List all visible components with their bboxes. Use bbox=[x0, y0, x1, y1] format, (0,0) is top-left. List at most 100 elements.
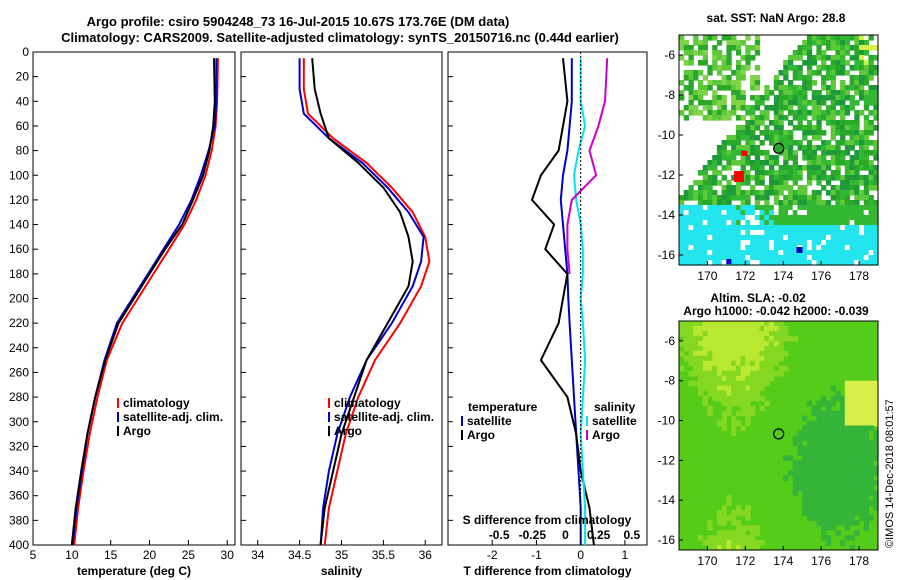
sla-cell bbox=[759, 360, 765, 367]
sst-cell bbox=[859, 210, 865, 216]
sla-cell bbox=[873, 380, 879, 387]
sst-cell bbox=[735, 205, 742, 211]
sst-cell bbox=[792, 90, 798, 96]
sst-cell bbox=[811, 155, 817, 161]
sla-cell bbox=[849, 505, 855, 511]
sst-hot-cell bbox=[733, 171, 744, 182]
sla-cell bbox=[726, 365, 732, 372]
sst-cell bbox=[788, 155, 794, 161]
sst-cell bbox=[764, 195, 770, 201]
sla-cell bbox=[854, 410, 860, 417]
sst-cell bbox=[835, 125, 841, 131]
sst-cell bbox=[783, 225, 789, 231]
sla-cell bbox=[716, 321, 723, 327]
sla-cell bbox=[754, 530, 761, 536]
sla-ytick-label: -10 bbox=[658, 414, 676, 428]
sla-cell bbox=[806, 505, 813, 511]
sst-cell bbox=[773, 115, 780, 121]
sst-cell bbox=[698, 220, 704, 226]
sst-cell bbox=[778, 220, 784, 226]
sla-cell bbox=[721, 380, 727, 387]
sla-cell bbox=[731, 321, 737, 327]
sla-cell bbox=[835, 455, 841, 461]
sla-cell bbox=[712, 370, 718, 377]
sst-cell bbox=[679, 245, 685, 251]
sst-cell bbox=[773, 205, 780, 211]
sla-cell bbox=[825, 485, 832, 491]
sst-cell bbox=[806, 75, 813, 81]
sst-cell bbox=[712, 180, 718, 186]
sla-cell bbox=[683, 345, 689, 352]
sla-cell bbox=[778, 331, 784, 337]
sla-cell bbox=[731, 520, 737, 526]
sst-cell bbox=[731, 160, 737, 166]
sst-cell bbox=[750, 75, 756, 81]
sst-cell bbox=[716, 230, 723, 236]
sla-cell bbox=[840, 465, 846, 471]
sst-cell bbox=[863, 40, 870, 46]
sla-cell bbox=[731, 535, 737, 541]
sst-cell bbox=[759, 150, 765, 156]
sst-cell bbox=[802, 220, 808, 226]
sst-cell bbox=[788, 240, 794, 246]
sst-cell bbox=[844, 145, 851, 151]
sst-cell bbox=[863, 130, 870, 136]
sst-cell bbox=[726, 35, 732, 41]
sst-cell bbox=[849, 205, 855, 211]
sst-cell bbox=[750, 250, 756, 256]
sst-cell bbox=[844, 130, 851, 136]
sst-cell bbox=[745, 160, 751, 166]
sst-cell bbox=[854, 260, 860, 266]
sst-cell bbox=[716, 205, 723, 211]
sst-cell bbox=[721, 150, 727, 156]
sst-cell bbox=[745, 260, 751, 266]
sla-cell bbox=[863, 525, 870, 531]
sla-cell bbox=[721, 420, 727, 427]
sla-cell bbox=[745, 326, 751, 332]
sst-cell bbox=[773, 240, 780, 246]
sst-cell bbox=[821, 95, 827, 101]
sst-cell bbox=[802, 190, 808, 196]
sla-cell bbox=[726, 390, 732, 397]
sst-cell bbox=[769, 140, 775, 146]
sst-cell bbox=[840, 95, 846, 101]
sst-cell bbox=[702, 165, 708, 171]
sst-cell bbox=[698, 40, 704, 46]
sst-cell bbox=[783, 115, 789, 121]
sst-cell bbox=[830, 55, 836, 61]
sst-cell bbox=[679, 95, 685, 101]
sla-cell bbox=[702, 355, 708, 362]
sla-cell bbox=[859, 455, 865, 461]
sst-cell bbox=[702, 50, 708, 56]
sst-cell bbox=[840, 175, 846, 181]
sst-cell bbox=[868, 205, 874, 211]
sst-cell bbox=[868, 100, 874, 106]
sla-cell bbox=[759, 405, 765, 412]
sst-cell bbox=[811, 55, 817, 61]
sst-cell bbox=[830, 130, 836, 136]
sst-cell bbox=[840, 190, 846, 196]
sla-cell bbox=[792, 480, 798, 486]
sst-cell bbox=[679, 35, 685, 41]
sst-cell bbox=[792, 100, 798, 106]
sla-cell bbox=[854, 530, 860, 536]
sst-cell bbox=[816, 195, 822, 201]
sla-cell bbox=[816, 460, 822, 466]
sst-cell bbox=[835, 205, 841, 211]
sst-cell bbox=[873, 90, 879, 96]
sst-cell bbox=[816, 245, 822, 251]
sal-xtick-label: 34.5 bbox=[288, 548, 312, 562]
sst-cell bbox=[821, 160, 827, 166]
sst-cell bbox=[854, 245, 860, 251]
sla-cell bbox=[816, 475, 822, 481]
sst-cell bbox=[769, 130, 775, 136]
sst-cell bbox=[873, 65, 879, 71]
sla-cell bbox=[716, 540, 723, 546]
sla-cell bbox=[721, 530, 727, 536]
sst-cell bbox=[693, 245, 699, 251]
sla-cell bbox=[778, 355, 784, 362]
sla-cell bbox=[716, 520, 723, 526]
sst-cell bbox=[702, 260, 708, 266]
sla-cell bbox=[844, 505, 851, 511]
temp-xtick-label: 30 bbox=[221, 548, 235, 562]
